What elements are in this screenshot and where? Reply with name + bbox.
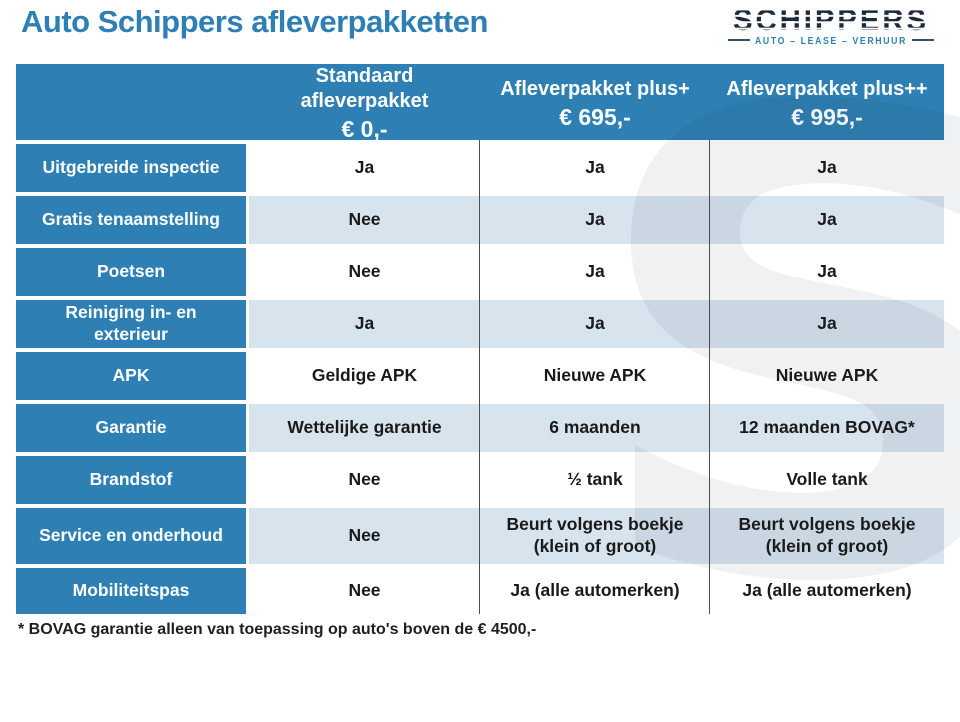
row-value: Nieuwe APK (480, 352, 710, 400)
row-value: Volle tank (710, 456, 944, 504)
bovag-footnote: * BOVAG garantie alleen van toepassing o… (18, 621, 537, 638)
table-row: Mobiliteitspas Nee Ja (alle automerken) Ja … (16, 568, 944, 614)
header-cell-standaard: Standaard afleverpakket € 0,- (249, 64, 480, 144)
row-label: Brandstof (16, 456, 249, 504)
column-separator (479, 140, 480, 614)
table-row: Poetsen Nee Ja Ja (16, 248, 944, 296)
row-label: Garantie (16, 404, 249, 452)
row-label: Service en onderhoud (16, 508, 249, 564)
row-label: Reiniging in- en exterieur (16, 300, 249, 348)
row-label: Poetsen (16, 248, 249, 296)
row-value: Ja (249, 300, 480, 348)
row-value: Nieuwe APK (710, 352, 944, 400)
table-row: APK Geldige APK Nieuwe APK Nieuwe APK (16, 352, 944, 400)
page-title: Auto Schippers afleverpakketten (21, 4, 488, 39)
row-label: Gratis tenaamstelling (16, 196, 249, 244)
package-name: Afleverpakket plus++ (726, 77, 928, 100)
row-value: Nee (249, 456, 480, 504)
row-value: Ja (480, 300, 710, 348)
package-name: Afleverpakket plus+ (500, 77, 690, 100)
table-body: Uitgebreide inspectie Ja Ja Ja Gratis tenaam… (16, 144, 944, 614)
row-value: Nee (249, 568, 480, 614)
row-value: Ja (480, 248, 710, 296)
row-label: Uitgebreide inspectie (16, 144, 249, 192)
package-price: € 0,- (341, 116, 388, 142)
row-value: Ja (alle automerken) (480, 568, 710, 614)
row-value: Ja (710, 300, 944, 348)
table-row: Brandstof Nee ½ tank Volle tank (16, 456, 944, 504)
row-value: Beurt volgens boekje (klein of groot) (480, 508, 710, 564)
package-price: € 695,- (559, 103, 631, 130)
table-header-row: Standaard afleverpakket € 0,- Afleverpak… (16, 64, 944, 142)
table-row: Gratis tenaamstelling Nee Ja Ja (16, 196, 944, 244)
row-value: 6 maanden (480, 404, 710, 452)
row-value: Wettelijke garantie (249, 404, 480, 452)
row-value: Ja (alle automerken) (710, 568, 944, 614)
header-cell-plus: Afleverpakket plus+ € 695,- (480, 64, 710, 144)
table-row: Service en onderhoud Nee Beurt volgens boe… (16, 508, 944, 564)
packages-table: Standaard afleverpakket € 0,- Afleverpak… (16, 64, 944, 614)
package-price: € 995,- (791, 103, 863, 130)
row-value: Ja (710, 144, 944, 192)
row-value: Ja (710, 248, 944, 296)
header-cell-empty (16, 64, 249, 144)
row-value: Ja (710, 196, 944, 244)
row-value: Nee (249, 196, 480, 244)
row-value: 12 maanden BOVAG* (710, 404, 944, 452)
schippers-logo: SCHIPPERS AUTO – LEASE – VERHUUR (728, 4, 934, 47)
table-row: Reiniging in- en exterieur Ja Ja Ja (16, 300, 944, 348)
package-name: Standaard afleverpakket (300, 65, 429, 112)
row-value: Ja (480, 144, 710, 192)
row-value: ½ tank (480, 456, 710, 504)
row-label: Mobiliteitspas (16, 568, 249, 614)
row-value: Nee (249, 508, 480, 564)
row-value: Geldige APK (249, 352, 480, 400)
logo-tagline: AUTO – LEASE – VERHUUR (755, 35, 907, 47)
row-label: APK (16, 352, 249, 400)
logo-wordmark: SCHIPPERS (733, 4, 929, 37)
table-row: Uitgebreide inspectie Ja Ja Ja (16, 144, 944, 192)
row-value: Beurt volgens boekje (klein of groot) (710, 508, 944, 564)
row-value: Ja (249, 144, 480, 192)
row-value: Ja (480, 196, 710, 244)
header-cell-plusplus: Afleverpakket plus++ € 995,- (710, 64, 944, 144)
column-separator (709, 140, 710, 614)
row-value: Nee (249, 248, 480, 296)
table-row: Garantie Wettelijke garantie 6 maanden 12 m… (16, 404, 944, 452)
